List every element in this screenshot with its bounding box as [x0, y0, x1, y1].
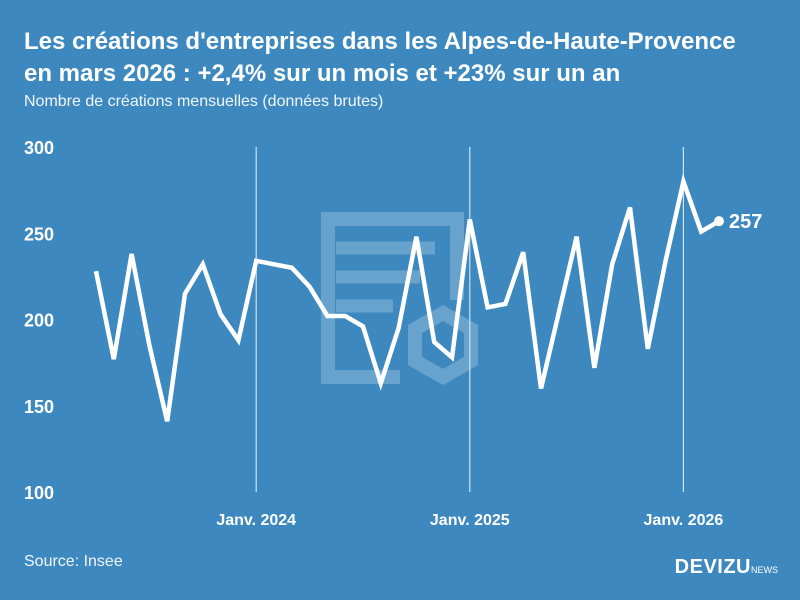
y-tick-label: 300 — [24, 138, 54, 158]
x-tick-label: Janv. 2026 — [644, 512, 724, 529]
logo-sub: NEWS — [751, 565, 778, 575]
y-tick-label: 200 — [24, 311, 54, 331]
title-line-2: en mars 2026 : +2,4% sur un mois et +23%… — [24, 60, 621, 87]
series-line — [93, 173, 721, 422]
title-line-1: Les créations d'entreprises dans les Alp… — [24, 28, 736, 55]
last-value-label: 257 — [729, 211, 762, 233]
chart-title: Les créations d'entreprises dans les Alp… — [24, 26, 794, 90]
last-point-marker — [714, 216, 724, 227]
watermark-document-icon — [321, 212, 478, 386]
source-note: Source: Insee — [24, 553, 123, 570]
y-tick-label: 150 — [24, 397, 54, 417]
devizu-logo: DEVIZUNEWS — [675, 556, 778, 579]
x-tick-label: Janv. 2025 — [430, 512, 510, 529]
logo-main: DEVIZU — [674, 556, 751, 578]
y-tick-label: 100 — [24, 483, 54, 503]
x-tick-label: Janv. 2024 — [216, 512, 296, 529]
y-tick-label: 250 — [24, 224, 54, 244]
chart-subtitle: Nombre de créations mensuelles (données … — [24, 93, 384, 110]
